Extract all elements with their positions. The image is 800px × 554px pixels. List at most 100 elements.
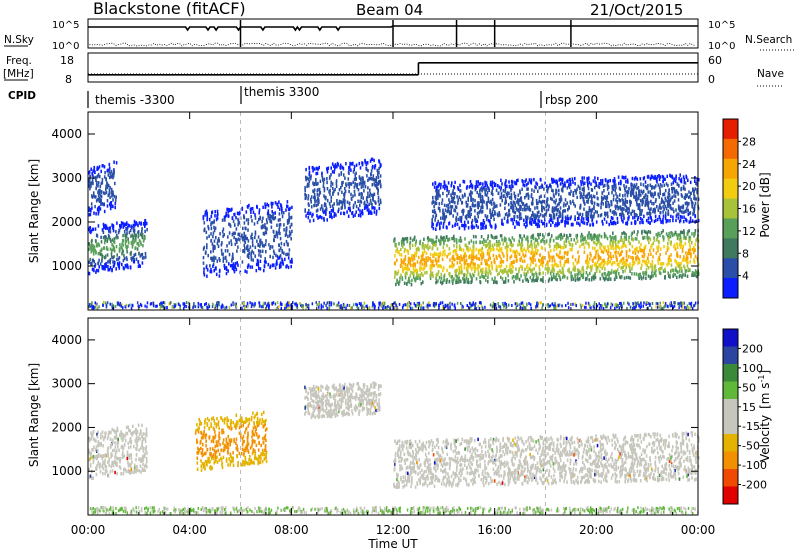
power-cells-cell	[92, 252, 95, 256]
power-cells-cell	[206, 246, 208, 250]
power-cells-cell	[102, 255, 104, 259]
power-cells-cell	[324, 203, 327, 207]
power-cells-cell	[203, 270, 205, 275]
power-cells-cell	[329, 188, 331, 193]
power-cells-cell	[106, 169, 109, 173]
power-cells-cell	[686, 274, 689, 278]
power-cells-cell	[618, 186, 621, 190]
power-cells-cell	[627, 275, 630, 280]
power-cells-cell	[458, 265, 460, 270]
power-cells-cell	[104, 254, 107, 258]
power-cells-cell	[490, 234, 493, 238]
power-cells-cell	[574, 204, 576, 208]
power-cells-cell	[329, 214, 331, 219]
power-cells-cell	[623, 235, 626, 240]
power-cells-cell	[667, 234, 669, 238]
power-cells-cell	[532, 260, 534, 265]
power-cells-cell	[496, 272, 499, 277]
power-cells-cell	[689, 216, 692, 220]
power-cells-cell	[583, 221, 586, 225]
power-cells-cell	[285, 265, 287, 269]
power-cells-cell	[211, 256, 214, 260]
power-cells-cell	[659, 217, 662, 222]
power-cells-cell	[394, 254, 396, 258]
power-cells-cell	[662, 269, 665, 273]
power-cells-cell	[316, 214, 318, 218]
power-cells-cell	[604, 272, 606, 276]
power-cells-cell	[673, 245, 676, 249]
power-cells-cell	[509, 256, 512, 260]
power-cells-cell	[378, 160, 381, 164]
power-cells-cell	[696, 177, 698, 181]
power-cells-cell	[676, 243, 679, 248]
power-cells-cell	[679, 179, 682, 183]
power-cells-cell	[642, 189, 645, 193]
power-cells-cell	[454, 269, 456, 273]
power-cells-cell	[479, 253, 482, 257]
power-cells-cell	[589, 257, 591, 261]
power-cells-cell	[324, 211, 327, 215]
power-cells-cell	[689, 219, 692, 224]
power-cells-cell	[330, 184, 332, 188]
power-cells-cell	[399, 252, 401, 257]
power-cells-cell	[559, 244, 561, 248]
power-cells-cell	[520, 196, 523, 200]
power-cells-cell	[595, 181, 597, 185]
power-cells-cell	[510, 179, 513, 184]
power-cells-cell	[574, 266, 576, 270]
power-cells-cell	[378, 180, 380, 184]
power-cells-cell	[679, 255, 681, 259]
power-cells-cell	[506, 254, 508, 258]
power-cells-cell	[233, 235, 235, 240]
power-cells-cell	[600, 182, 602, 186]
power-cells-cell	[410, 255, 413, 260]
power-cells-cell	[113, 240, 116, 244]
power-cells-cell	[613, 270, 615, 274]
power-cells-cell	[660, 220, 662, 224]
power-cells-cell	[416, 250, 418, 254]
power-cells-cell	[408, 280, 411, 284]
power-cells-cell	[91, 171, 93, 176]
power-cells-cell	[350, 168, 352, 172]
power-cells-cell	[682, 258, 684, 262]
power-cells-cell	[424, 244, 426, 248]
power-cells-cell	[342, 211, 345, 215]
power-cells-cell	[530, 194, 533, 199]
power-cells-cell	[643, 246, 645, 250]
power-cells-cell	[609, 240, 612, 244]
power-cells-cell	[254, 245, 257, 250]
power-cells-cell	[620, 215, 623, 219]
power-cells-cell	[256, 205, 258, 209]
power-cells-cell	[475, 235, 477, 239]
noise-lines	[87, 20, 698, 47]
power-cells-cell	[689, 236, 692, 240]
power-cells-cell	[475, 247, 478, 251]
power-cells-cell	[441, 201, 443, 205]
power-cells-cell	[448, 237, 451, 241]
power-cells-cell	[478, 257, 481, 261]
power-cells-cell	[663, 183, 666, 187]
power-cells-cell	[646, 236, 648, 240]
power-cells-cell	[313, 195, 315, 200]
power-cells-cell	[683, 255, 685, 259]
power-cells-cell	[89, 175, 92, 179]
power-cells-cell	[622, 244, 625, 248]
power-cells-cell	[524, 183, 526, 188]
power-cells-cell	[108, 229, 110, 233]
power-cells-cell	[601, 191, 603, 195]
power-cells-cell	[651, 244, 653, 248]
power-cells-cell	[658, 231, 660, 236]
power-cells-cell	[619, 193, 621, 197]
power-cells-cell	[476, 219, 479, 223]
power-cells-cell	[583, 200, 585, 204]
power-cells-cell	[645, 197, 647, 201]
power-cells-cell	[310, 174, 312, 178]
power-cells-cell	[260, 254, 262, 258]
power-cells-cell	[532, 253, 535, 257]
power-cells-cell	[653, 264, 656, 269]
freq-left-tick-top: 18	[60, 54, 74, 67]
power-cells-cell	[485, 181, 488, 185]
power-cells-cell	[318, 165, 320, 170]
power-cells-cell	[315, 209, 318, 213]
power-cells-cell	[675, 176, 677, 180]
